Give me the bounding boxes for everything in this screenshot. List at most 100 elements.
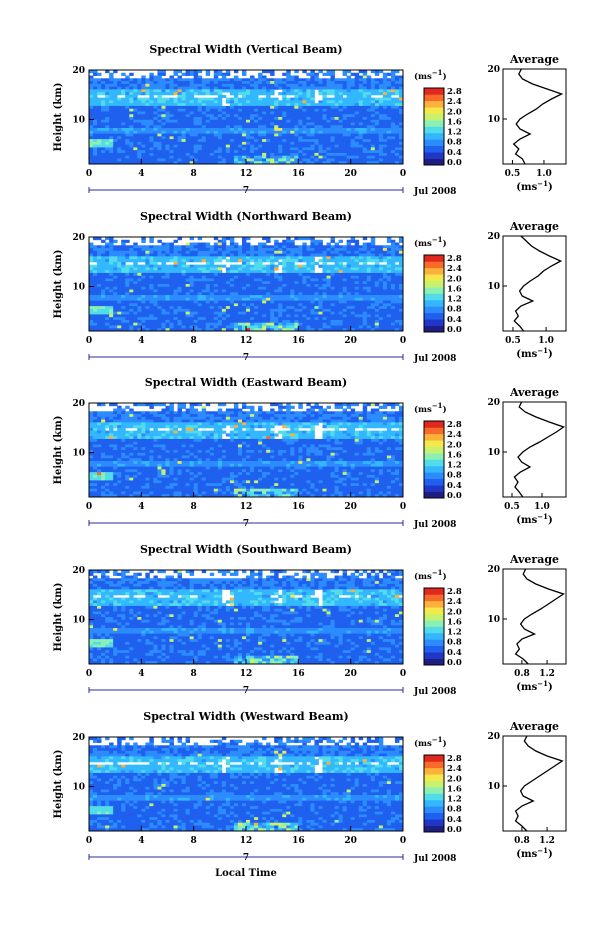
x-tick-label: 12 [240,336,253,346]
average-profile-line [514,735,564,832]
x-tick-label: 0 [86,502,92,512]
colorbar-frame [423,254,445,333]
avg-x-tick-label: 0.8 [514,669,530,679]
heatmap-cells [89,70,404,165]
month-label: Jul 2008 [413,520,456,530]
panel-title: Spectral Width (Vertical Beam) [149,43,342,56]
y-tick-label: 20 [72,733,85,743]
colorbar-tick-label: 1.6 [447,784,462,794]
x-axis-label: Local Time [215,868,277,879]
x-tick-label: 0 [86,669,92,679]
average-title: Average [509,720,559,733]
avg-x-tick-label: 0.5 [505,336,521,346]
average-frame [502,68,567,165]
month-label: Jul 2008 [413,187,456,197]
month-label: Jul 2008 [413,854,456,864]
colorbar-tick-label: 2.8 [447,87,462,97]
x-tick-label: 12 [240,669,253,679]
x-tick-label: 8 [191,669,197,679]
colorbar-tick-label: 1.6 [447,450,462,460]
x-tick-label: 4 [138,669,144,679]
colorbar-tick-label: 2.0 [447,274,462,284]
avg-y-tick-label: 20 [487,565,500,575]
date-label: 7 [243,853,249,863]
colorbar-unit: (ms−1) [414,235,447,249]
x-tick-label: 20 [344,169,357,179]
x-tick-label: 0 [86,836,92,846]
colorbar-tick-label: 2.0 [447,607,462,617]
y-tick-label: 10 [72,615,85,625]
colorbar-tick-label: 2.4 [447,430,462,440]
x-tick-label: 0 [400,502,406,512]
avg-unit: (ms−1) [516,346,552,360]
average-profile-line [513,235,563,332]
colorbar-tick-label: 2.4 [447,764,462,774]
x-tick-label: 12 [240,502,253,512]
x-tick-label: 4 [138,169,144,179]
average-profile-line [512,68,564,165]
x-tick-label: 16 [292,336,305,346]
colorbar-tick-label: 1.2 [447,128,462,138]
y-axis-label: Height (km) [53,583,64,652]
y-tick-label: 20 [72,399,85,409]
x-tick-label: 0 [86,336,92,346]
colorbar-tick-label: 2.0 [447,440,462,450]
x-tick-label: 0 [86,169,92,179]
x-tick-label: 8 [191,502,197,512]
x-tick-label: 4 [138,502,144,512]
colorbar-tick-label: 1.2 [447,295,462,305]
x-tick-label: 8 [191,169,197,179]
avg-y-tick-label: 10 [487,115,500,125]
x-tick-label: 0 [400,669,406,679]
y-tick-label: 10 [72,782,85,792]
colorbar-frame [423,587,445,666]
avg-unit: (ms−1) [516,846,552,860]
x-tick-label: 16 [292,502,305,512]
colorbar-tick-label: 0.8 [447,805,462,815]
colorbar-tick-label: 1.2 [447,795,462,805]
y-axis-label: Height (km) [53,83,64,152]
colorbar [423,587,445,666]
x-tick-label: 20 [344,502,357,512]
avg-x-tick-label: 1.0 [536,169,552,179]
y-tick-label: 20 [72,566,85,576]
colorbar-unit: (ms−1) [414,568,447,582]
colorbar-tick-label: 2.0 [447,774,462,784]
avg-x-tick-label: 1.2 [539,836,555,846]
colorbar-tick-label: 0.4 [447,648,462,658]
colorbar-tick-label: 0.4 [447,315,462,325]
avg-y-tick-label: 20 [487,398,500,408]
heatmap-cells [89,237,404,332]
colorbar-tick-label: 0.4 [447,815,462,825]
panel-title: Spectral Width (Northward Beam) [140,210,352,223]
colorbar [423,87,445,166]
colorbar-tick-label: 2.4 [447,264,462,274]
colorbar-tick-label: 0.4 [447,148,462,158]
x-tick-label: 8 [191,336,197,346]
month-label: Jul 2008 [413,354,456,364]
colorbar-tick-label: 2.4 [447,597,462,607]
x-tick-label: 20 [344,836,357,846]
date-label: 7 [243,519,249,529]
colorbar-tick-label: 0.0 [447,658,462,668]
avg-y-tick-label: 10 [487,448,500,458]
colorbar-tick-label: 0.8 [447,305,462,315]
colorbar-frame [423,754,445,833]
average-frame [502,235,567,332]
colorbar-tick-label: 1.6 [447,284,462,294]
average-title: Average [509,53,559,66]
colorbar-unit: (ms−1) [414,68,447,82]
date-label: 7 [243,186,249,196]
average-title: Average [509,553,559,566]
y-tick-label: 20 [72,233,85,243]
heatmap-cells [89,570,404,665]
x-tick-label: 16 [292,836,305,846]
heatmap-cells [89,403,404,498]
colorbar-tick-label: 1.6 [447,617,462,627]
colorbar-tick-label: 0.0 [447,158,462,168]
y-tick-label: 10 [72,115,85,125]
colorbar-tick-label: 0.0 [447,491,462,501]
average-profile-line [513,401,566,498]
avg-x-tick-label: 1.2 [539,669,555,679]
